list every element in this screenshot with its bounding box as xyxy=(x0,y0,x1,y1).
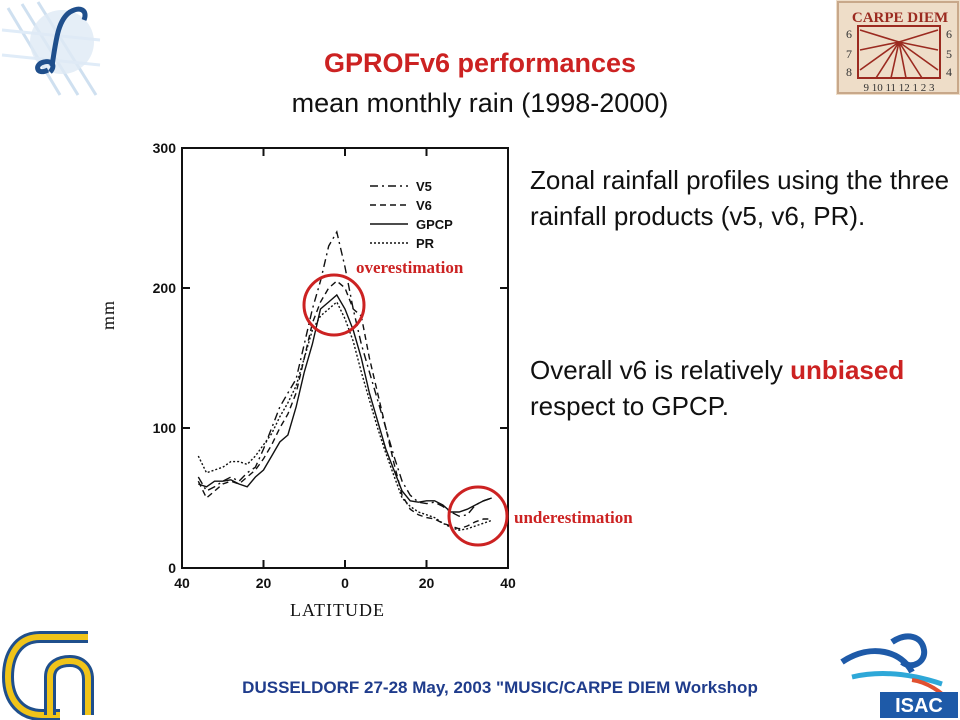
music-logo-globe-icon xyxy=(30,10,94,74)
paragraph-zonal-profiles: Zonal rainfall profiles using the three … xyxy=(530,165,950,231)
isac-text: ISAC xyxy=(895,695,943,717)
svg-text:6: 6 xyxy=(946,27,952,41)
series-line-v5 xyxy=(197,230,492,517)
x-axis-label: LATITUDE xyxy=(290,600,385,620)
svg-text:7: 7 xyxy=(846,47,852,61)
chart-legend: V5 V6 GPCP PR xyxy=(370,179,453,251)
y-tick-label: 100 xyxy=(153,420,177,436)
plot-frame xyxy=(181,147,509,569)
unbiased-highlight: unbiased xyxy=(790,355,905,385)
carpe-diem-logo: CARPE DIEM 6 7 8 6 5 4 9 10 11 12 1 2 3 xyxy=(836,0,960,95)
y-tick-label: 300 xyxy=(153,140,177,156)
paragraph-unbiased-prefix: Overall v6 is relatively xyxy=(530,355,783,385)
x-tick-label: 40 xyxy=(500,575,516,591)
music-note-icon xyxy=(35,59,56,75)
paragraph-unbiased: Overall v6 is relatively unbiased respec… xyxy=(530,352,950,424)
sundial-icon: CARPE DIEM 6 7 8 6 5 4 9 10 11 12 1 2 3 xyxy=(837,1,959,94)
x-tick-label: 20 xyxy=(256,575,272,591)
legend-label-pr: PR xyxy=(416,236,435,251)
slide-subtitle: mean monthly rain (1998-2000) xyxy=(291,88,669,118)
cnr-logo-icon xyxy=(1,631,94,720)
svg-text:4: 4 xyxy=(946,65,952,79)
y-tick-label: 200 xyxy=(153,280,177,296)
series-line-gpcp xyxy=(198,293,492,513)
footer-workshop: DUSSELDORF 27-28 May, 2003 "MUSIC/CARPE … xyxy=(242,678,758,697)
paragraph-unbiased-suffix: respect to GPCP. xyxy=(530,391,729,421)
x-tick-label: 20 xyxy=(419,575,435,591)
legend-label-v5: V5 xyxy=(416,179,432,194)
underestimation-label: underestimation xyxy=(514,508,633,527)
svg-text:6: 6 xyxy=(846,27,852,41)
svg-text:9 10 11 12 1 2 3: 9 10 11 12 1 2 3 xyxy=(863,82,935,94)
slide-title: GPROFv6 performances xyxy=(323,48,637,78)
svg-text:8: 8 xyxy=(846,65,852,79)
music-logo xyxy=(1,1,101,96)
svg-text:5: 5 xyxy=(946,47,952,61)
legend-label-v6: V6 xyxy=(416,198,432,213)
svg-text:CARPE DIEM: CARPE DIEM xyxy=(852,10,948,26)
series-line-pr xyxy=(197,300,492,531)
x-tick-label: 0 xyxy=(341,575,349,591)
legend-label-gpcp: GPCP xyxy=(416,217,453,232)
isac-swoosh-icon xyxy=(840,648,915,674)
x-tick-label: 40 xyxy=(174,575,190,591)
isac-logo: ISAC xyxy=(840,633,958,718)
y-tick-label: 0 xyxy=(168,560,176,576)
y-axis-label: mm xyxy=(98,299,118,330)
overestimation-label: overestimation xyxy=(356,258,464,277)
